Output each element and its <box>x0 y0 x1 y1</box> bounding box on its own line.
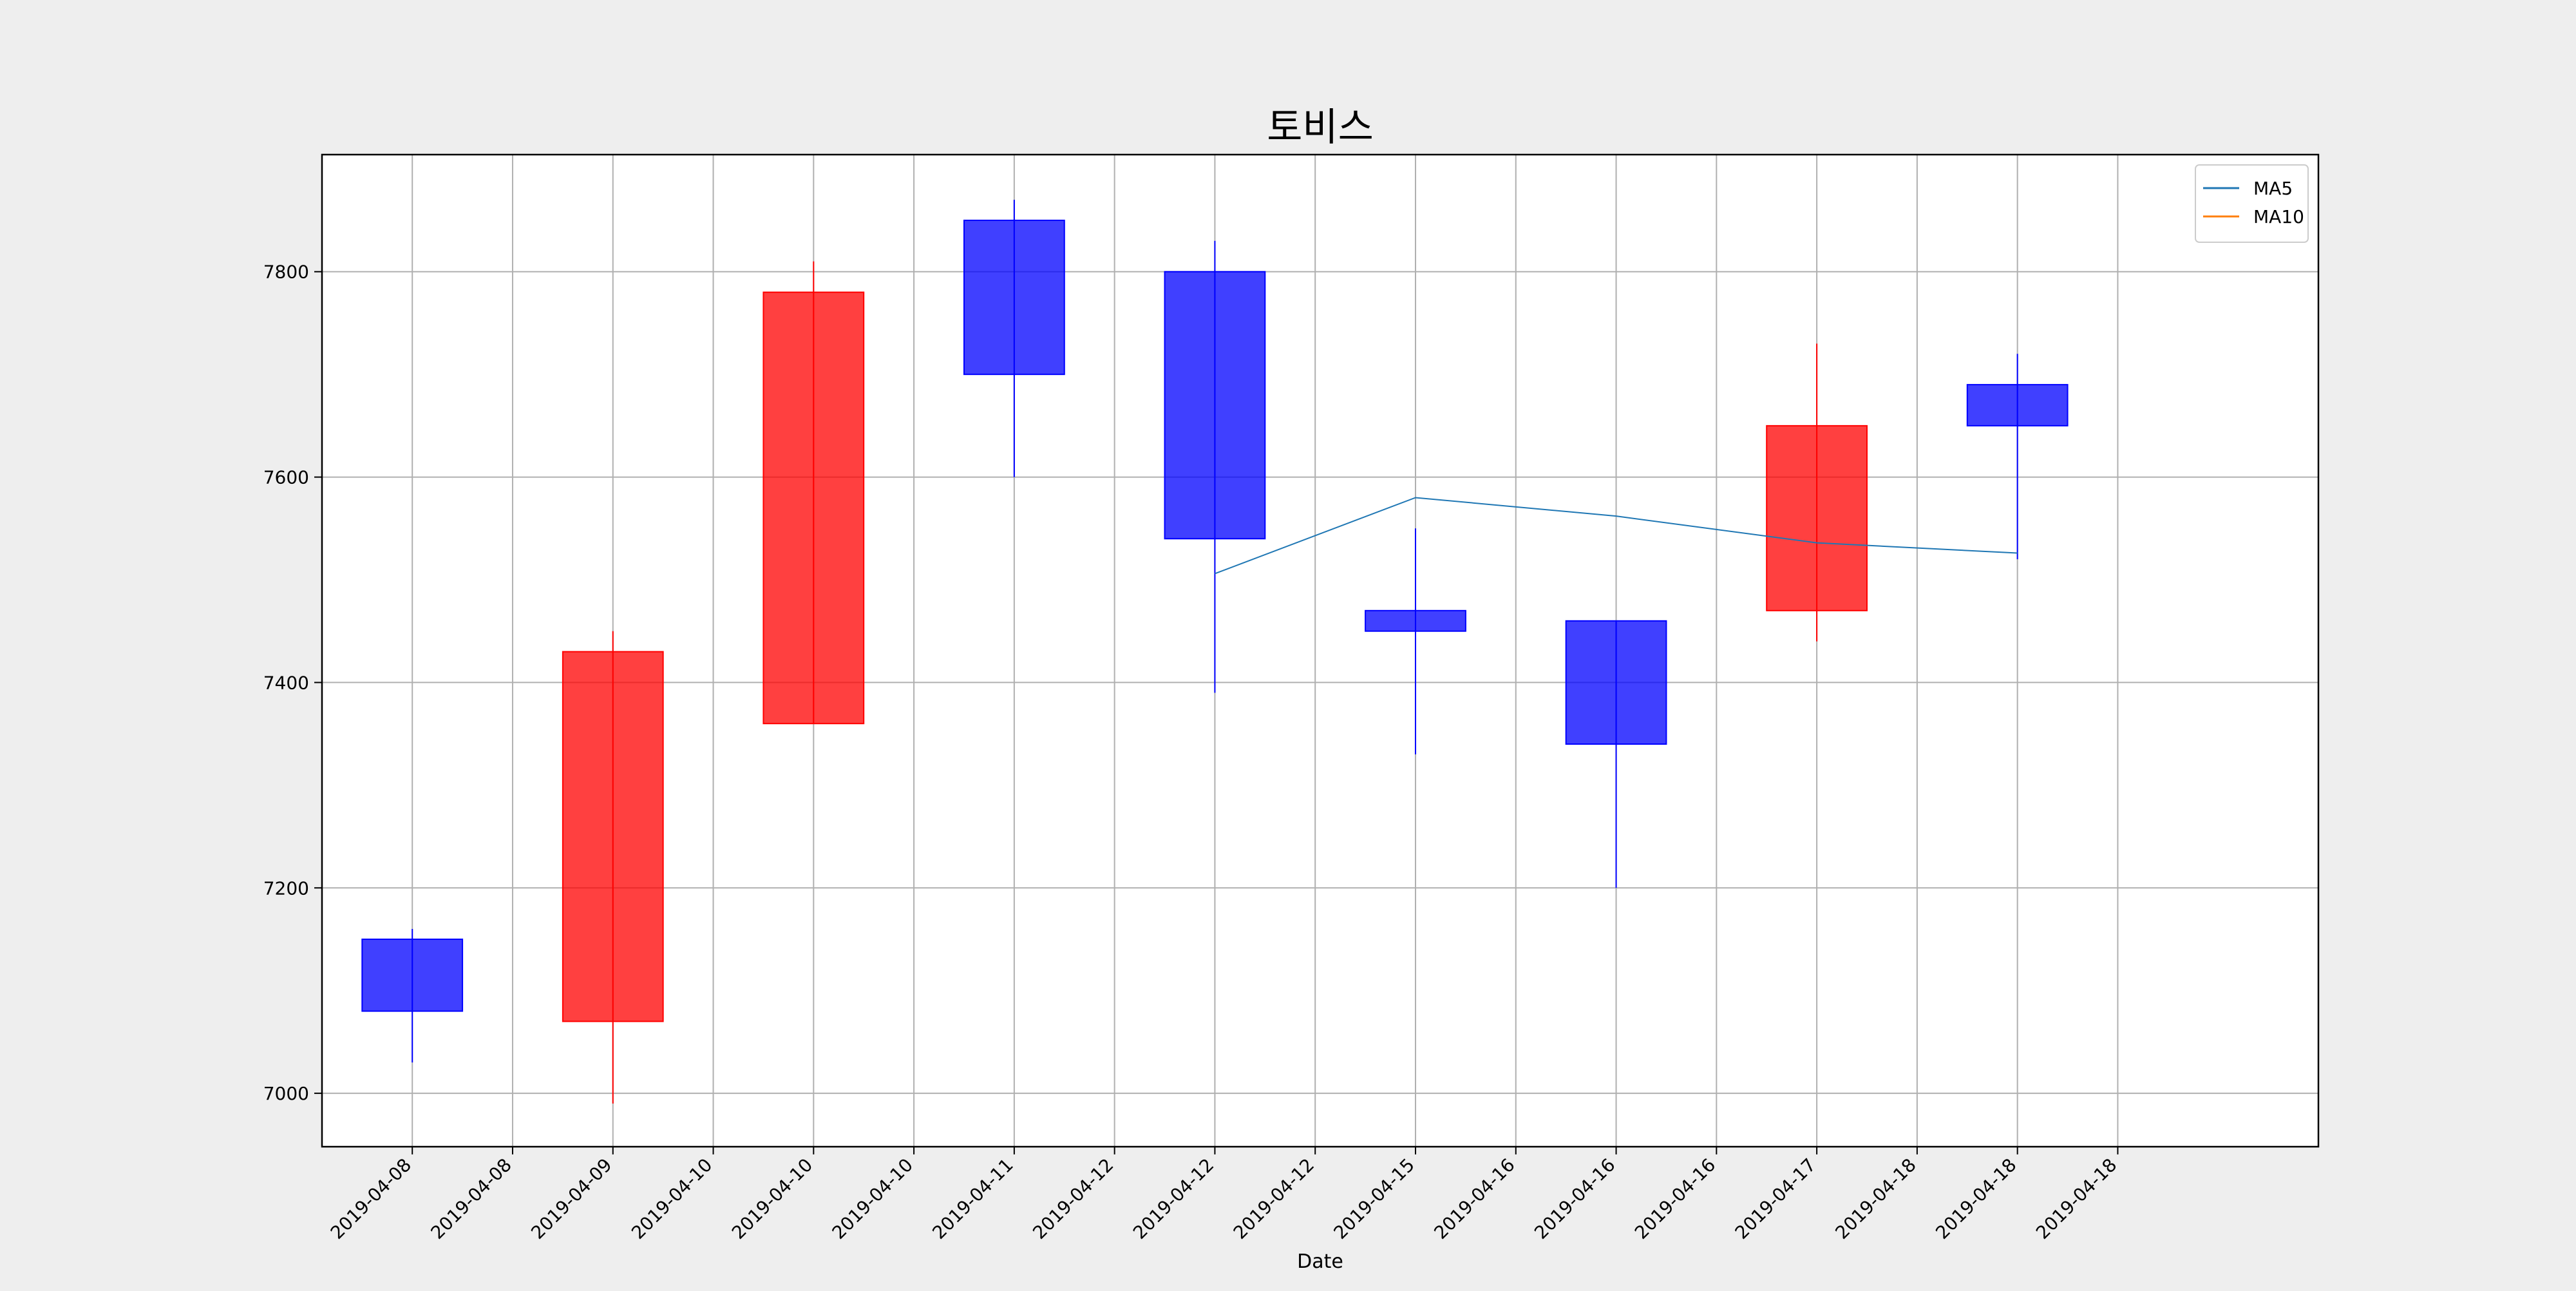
candle <box>1164 240 1266 693</box>
plot-frame <box>321 153 2320 1148</box>
candle <box>762 261 865 725</box>
candle <box>361 929 464 1063</box>
legend-label: MA5 <box>2253 178 2293 199</box>
candle <box>1766 343 1868 642</box>
candle <box>562 631 664 1104</box>
candle <box>963 200 1065 477</box>
y-tick-label: 7000 <box>263 1083 309 1104</box>
moving-average-lines <box>1215 497 2018 575</box>
legend: MA5 MA10 <box>2195 164 2309 243</box>
y-tick-label: 7600 <box>263 467 309 488</box>
y-tick-label: 7200 <box>263 877 309 899</box>
candle <box>1365 528 1466 755</box>
y-tick-label: 7800 <box>263 262 309 283</box>
y-tick-label: 7400 <box>263 672 309 693</box>
chart-title: 토비스 <box>1267 105 1374 150</box>
legend-label: MA10 <box>2253 206 2304 227</box>
candle <box>1565 620 1667 888</box>
candle <box>1966 354 2069 560</box>
legend-box <box>2195 164 2309 243</box>
x-axis-label: Date <box>1297 1250 1343 1273</box>
candles <box>361 200 2069 1104</box>
ma5-line <box>1215 497 2018 575</box>
